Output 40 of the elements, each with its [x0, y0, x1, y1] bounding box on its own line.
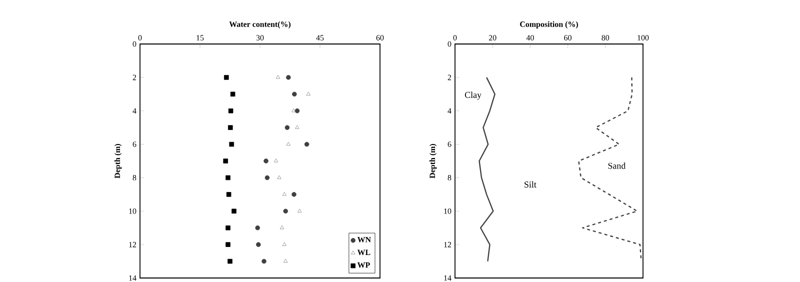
- point: [226, 225, 230, 230]
- point: [232, 208, 236, 214]
- point: [228, 125, 233, 130]
- point: [284, 125, 290, 130]
- point: [228, 258, 232, 264]
- point: [256, 242, 261, 247]
- point: [226, 192, 232, 197]
- point: [286, 142, 290, 146]
- point: [304, 142, 310, 147]
- point: [276, 75, 280, 79]
- point: [292, 92, 297, 97]
- point: [282, 192, 286, 196]
- point: [255, 225, 260, 230]
- annotation: Sand: [608, 162, 626, 169]
- point: [280, 225, 284, 230]
- point: [277, 175, 282, 180]
- point: [286, 75, 291, 80]
- point: [298, 208, 302, 212]
- line-series: [578, 76, 642, 262]
- point: [230, 92, 236, 97]
- point: [264, 158, 268, 164]
- annotation: Silt: [524, 181, 536, 188]
- point: [292, 108, 296, 112]
- point: [295, 125, 300, 129]
- point: [306, 92, 310, 96]
- point: [224, 75, 229, 80]
- point: [223, 158, 228, 164]
- point: [226, 175, 230, 180]
- point: [292, 192, 296, 197]
- point: [229, 142, 234, 147]
- point: [228, 108, 234, 114]
- point: [262, 258, 266, 264]
- annotation: Clay: [464, 92, 482, 100]
- point: [226, 242, 230, 247]
- point: [294, 108, 300, 114]
- point: [274, 158, 278, 162]
- point: [283, 208, 288, 214]
- point: [264, 175, 270, 180]
- point: [282, 242, 286, 246]
- point: [284, 258, 288, 263]
